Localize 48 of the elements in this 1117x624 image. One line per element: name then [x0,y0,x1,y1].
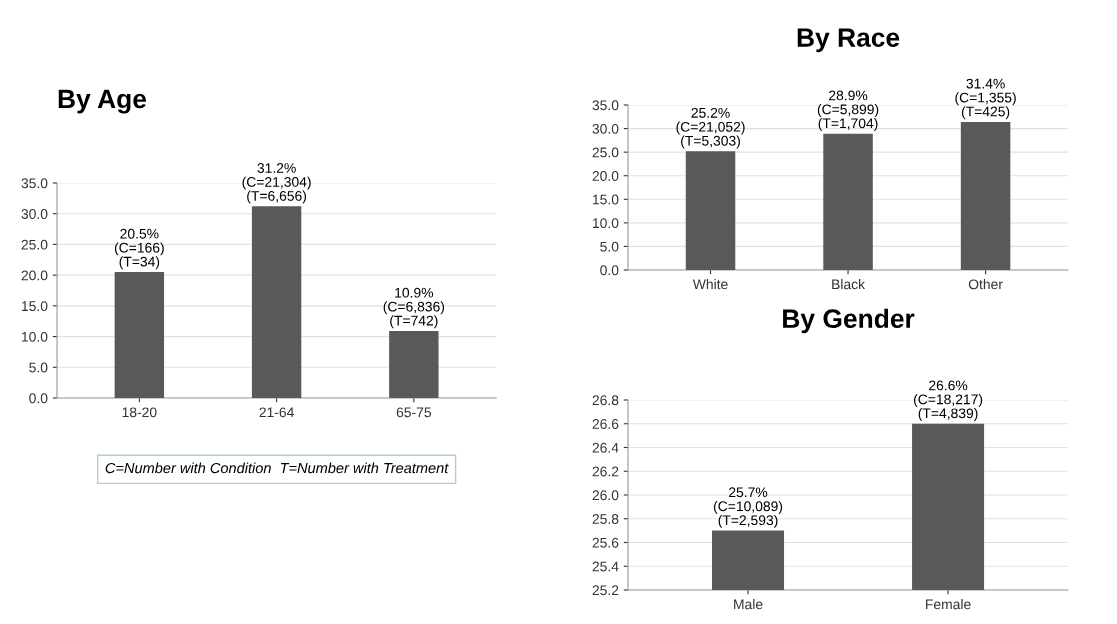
y-tick-label: 35.0 [21,178,48,189]
data-label: 20.5% (C=166) (T=34) [114,228,164,270]
y-tick-label: 26.4 [592,442,619,453]
y-tick-label: 25.4 [592,561,619,572]
data-label: 25.7% (C=10,089) (T=2,593) [713,487,783,528]
x-tick-label: 21-64 [259,407,294,418]
y-tick-label: 25.0 [21,239,48,250]
y-tick-label: 15.0 [593,194,619,205]
y-tick-label: 15.0 [22,301,48,312]
bar [389,331,439,398]
data-label: 31.4% (C=1,355) (T=425) [955,78,1016,120]
y-tick-label: 0.0 [600,265,619,276]
x-tick-label: White [692,279,728,290]
data-label: 28.9% (C=5,899) (T=1,704) [817,90,879,131]
y-tick-label: 5.0 [29,362,48,373]
data-label: 26.6% (C=18,217) (T=4,839) [914,380,983,421]
y-tick-label: 30.0 [21,209,48,219]
y-tick-label: 26.0 [592,490,619,501]
x-tick-label: Black [832,279,866,290]
y-tick-label: 0.0 [29,393,48,404]
text: C=Number with Condition T=Number with Treatment [105,462,449,474]
chart-title: By Race [797,28,900,53]
y-tick-label: 25.8 [592,514,619,524]
x-tick-label: 65-75 [396,407,432,418]
y-tick-label: 20.0 [21,270,48,281]
y-tick-label: 5.0 [600,241,619,252]
y-tick-label: 26.8 [592,395,619,406]
bar [251,206,302,398]
x-tick-label: Other [968,279,1003,290]
y-tick-label: 10.0 [22,331,48,342]
chart-title: By Gender [783,308,915,334]
x-tick-label: 18-20 [122,407,157,418]
bar [114,272,165,398]
data-label: 31.2% (C=21,304) (T=6,656) [242,163,311,204]
y-tick-label: 26.6 [592,419,619,429]
data-label: 10.9% (C=6,836) (T=742) [383,287,445,329]
y-tick-label: 30.0 [592,123,619,134]
x-tick-label: Female [926,599,971,610]
chart-title: By Age [58,89,147,114]
y-tick-label: 25.6 [592,537,619,548]
y-tick-label: 35.0 [592,100,619,111]
y-tick-label: 25.2 [592,585,619,596]
x-tick-label: Male [734,599,763,610]
y-tick-label: 20.0 [592,171,619,181]
y-tick-label: 25.0 [592,147,619,158]
y-tick-label: 10.0 [593,218,619,229]
y-tick-label: 26.2 [592,466,619,477]
data-label: 25.2% (C=21,052) (T=5,303) [676,107,745,149]
